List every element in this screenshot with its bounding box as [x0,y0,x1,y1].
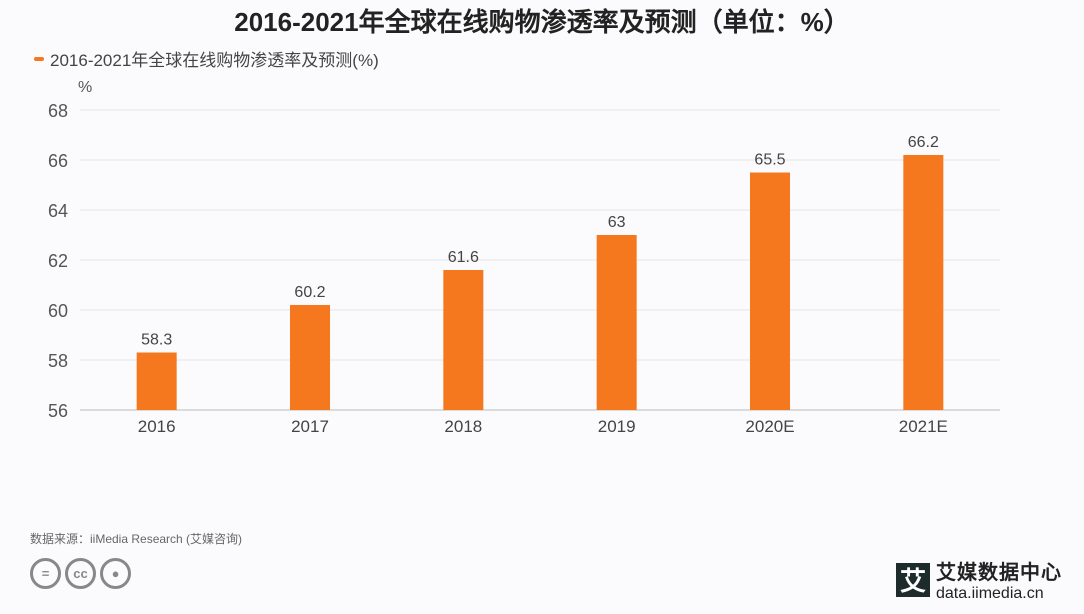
iimedia-logo: 艾 艾媒数据中心 data.iimedia.cn [896,556,1062,603]
y-tick-label: 66 [48,151,68,171]
y-tick-label: 58 [48,351,68,371]
y-tick-label: 64 [48,201,68,221]
x-tick-label: 2016 [138,417,176,436]
logo-mark: 艾 [896,562,930,597]
bar [443,270,484,410]
cc-license: = cc ● [30,558,131,589]
data-label: 60.2 [294,284,325,301]
legend-label: 2016-2021年全球在线购物渗透率及预测(%) [50,51,379,70]
y-axis-label: % [78,79,92,96]
bar [596,235,637,410]
logo-url: data.iimedia.cn [936,585,1044,602]
bar [290,305,330,410]
data-label: 65.5 [754,152,785,169]
x-tick-label: 2017 [291,417,329,436]
x-tick-label: 2019 [598,417,636,436]
bar-chart: % 56 58 60 62 64 66 68 58.3 60.2 61.6 63 65.5 66.2 20… [48,79,1000,436]
bar [136,352,177,410]
cc-by-icon: ● [100,558,131,589]
y-tick-label: 60 [48,301,68,321]
x-tick-label: 2021E [899,417,948,436]
legend-swatch [34,56,44,61]
data-label: 58.3 [141,332,172,349]
y-tick-label: 62 [48,251,68,271]
y-tick-label: 68 [48,101,68,121]
cc-nd-icon: = [30,558,61,589]
data-label: 66.2 [908,134,939,151]
y-tick-label: 56 [48,401,68,421]
x-tick-label: 2020E [745,417,794,436]
bar [750,172,790,410]
logo-name: 艾媒数据中心 [936,562,1062,584]
data-label: 63 [608,214,626,231]
source-note: 数据来源：iiMedia Research (艾媒咨询) [30,532,243,546]
data-label: 61.6 [448,249,479,266]
bar [903,155,944,410]
legend: 2016-2021年全球在线购物渗透率及预测(%) [34,46,379,71]
chart-title: 2016-2021年全球在线购物渗透率及预测（单位：%） [234,7,850,37]
x-tick-label: 2018 [444,417,482,436]
cc-icon: cc [65,558,96,589]
